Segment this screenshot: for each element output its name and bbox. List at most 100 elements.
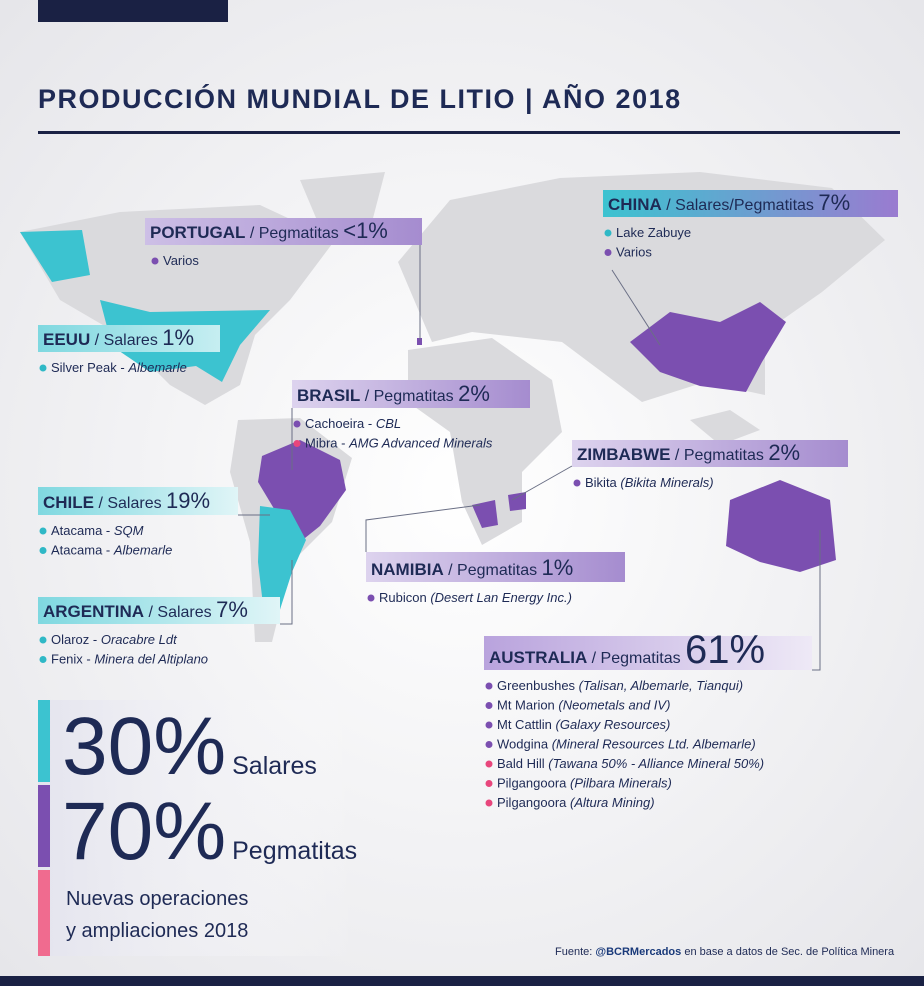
site-company: (Pilbara Minerals)	[570, 776, 672, 791]
share: 7%	[216, 597, 248, 622]
site: Varios	[616, 245, 652, 260]
site-dot	[485, 760, 493, 768]
share: 19%	[166, 488, 210, 513]
site-company: (Neometals and IV)	[558, 698, 670, 713]
site-company: Oracabre Ldt	[101, 632, 178, 647]
site-dot	[573, 479, 581, 487]
deposit-type: / Pegmatitas	[245, 225, 343, 242]
site-dot	[604, 229, 612, 237]
site-dot	[39, 547, 47, 554]
country: ARGENTINA	[43, 602, 144, 621]
site-dot	[367, 594, 375, 602]
site-company: SQM	[114, 523, 144, 538]
site-dot	[39, 656, 47, 663]
share: 2%	[458, 381, 490, 406]
label-text: ARGENTINA / Salares 7%	[43, 597, 248, 622]
site-company: (Desert Lan Energy Inc.)	[430, 590, 572, 605]
site-name: Mt Cattlin	[497, 717, 556, 732]
site-company: (Tawana 50% - Alliance Mineral 50%)	[548, 756, 764, 771]
label-box	[484, 636, 812, 670]
summary-label: Pegmatitas	[232, 837, 357, 865]
deposit-type: / Pegmatitas	[587, 650, 685, 667]
source: Fuente: @BCRMercados en base a datos de …	[555, 946, 895, 958]
label-text: BRASIL / Pegmatitas 2%	[297, 381, 490, 406]
site-company: (Mineral Resources Ltd. Albemarle)	[552, 737, 756, 752]
site-company: Minera del Altiplano	[94, 652, 208, 667]
connector	[611, 269, 661, 346]
site: Mt Cattlin (Galaxy Resources)	[497, 717, 670, 732]
deposit-type: / Salares	[144, 604, 216, 621]
site-company: Albemarle	[127, 360, 187, 375]
country: BRASIL	[297, 386, 360, 405]
share: 2%	[768, 440, 800, 465]
label-box	[572, 440, 848, 467]
country: CHILE	[43, 493, 94, 512]
new-ops-line: Nuevas operaciones	[66, 888, 248, 910]
label-text: NAMIBIA / Pegmatitas 1%	[371, 555, 573, 580]
summary-bar	[38, 870, 50, 956]
share: 1%	[162, 325, 194, 350]
top-bar	[38, 0, 228, 22]
summary-text: 30% Salares	[62, 701, 317, 792]
label-box	[366, 552, 625, 582]
site: Mt Marion (Neometals and IV)	[497, 698, 670, 713]
country: PORTUGAL	[150, 223, 245, 242]
site-name: Greenbushes	[497, 678, 579, 693]
label-text: CHILE / Salares 19%	[43, 488, 210, 513]
source-text: en base a datos de Sec. de Política Mine…	[681, 946, 895, 958]
label-text: AUSTRALIA / Pegmatitas 61%	[489, 628, 765, 672]
region-label: CHILE / Salares 19%Atacama - SQMAtacama …	[38, 487, 270, 558]
deposit-type: / Pegmatitas	[670, 447, 768, 464]
site-name: Bikita	[585, 475, 620, 490]
country: NAMIBIA	[371, 560, 444, 579]
source-handle: @BCRMercados	[595, 946, 681, 958]
highlighted-countries	[20, 230, 836, 622]
site-dot	[151, 257, 159, 265]
site-company: (Altura Mining)	[570, 795, 655, 810]
country: AUSTRALIA	[489, 648, 587, 667]
summary-text: 70% Pegmatitas	[62, 786, 357, 877]
site: Mibra - AMG Advanced Minerals	[305, 436, 493, 451]
site-name: Pilgangoora	[497, 776, 570, 791]
site-name: Fenix -	[51, 652, 94, 667]
summary-bar	[38, 700, 50, 782]
site: Bald Hill (Tawana 50% - Alliance Mineral…	[497, 756, 764, 771]
site: Greenbushes (Talisan, Albemarle, Tianqui…	[497, 678, 743, 693]
site: Olaroz - Oracabre Ldt	[51, 632, 178, 647]
site-name: Lake Zabuye	[616, 225, 691, 240]
site-dot	[39, 636, 47, 644]
site-dot	[485, 682, 493, 690]
site: Wodgina (Mineral Resources Ltd. Albemarl…	[497, 737, 756, 752]
site: Silver Peak - Albemarle	[51, 360, 187, 375]
share: 1%	[542, 555, 574, 580]
site-dot	[485, 780, 493, 787]
summary-bar	[38, 785, 50, 867]
site-company: Albemarle	[113, 543, 173, 558]
region-label: ZIMBABWE / Pegmatitas 2% Bikita (Bikita M…	[511, 440, 848, 501]
site-name: Atacama -	[51, 523, 114, 538]
site-company: (Galaxy Resources)	[556, 717, 671, 732]
deposit-type: / Salares	[94, 495, 166, 512]
site-company: (Talisan, Albemarle, Tianqui)	[579, 678, 743, 693]
summary-label: Salares	[232, 752, 317, 780]
site-dot	[485, 721, 493, 729]
site: Bikita (Bikita Minerals)	[585, 475, 714, 490]
site-name: Rubicon	[379, 590, 430, 605]
label-box	[603, 190, 898, 217]
region-label: PORTUGAL / Pegmatitas <1% Varios	[145, 218, 422, 340]
deposit-type: / Salares	[90, 332, 162, 349]
site-company: CBL	[376, 416, 401, 431]
site-name: Cachoeira -	[305, 416, 376, 431]
country: ZIMBABWE	[577, 445, 670, 464]
site: Rubicon (Desert Lan Energy Inc.)	[379, 590, 572, 605]
label-box	[38, 597, 280, 624]
site-dot	[485, 702, 493, 709]
label-text: CHINA / Salares/Pegmatitas 7%	[608, 190, 850, 215]
site-dot	[293, 420, 301, 428]
region-label: EEUU / Salares 1% Silver Peak - Albemarle	[38, 325, 220, 375]
region-label: ARGENTINA / Salares 7% Olaroz - Oracabre …	[38, 560, 293, 667]
site-name: Mibra -	[305, 436, 349, 451]
bottom-bar	[0, 976, 924, 986]
site-dot	[293, 440, 301, 447]
